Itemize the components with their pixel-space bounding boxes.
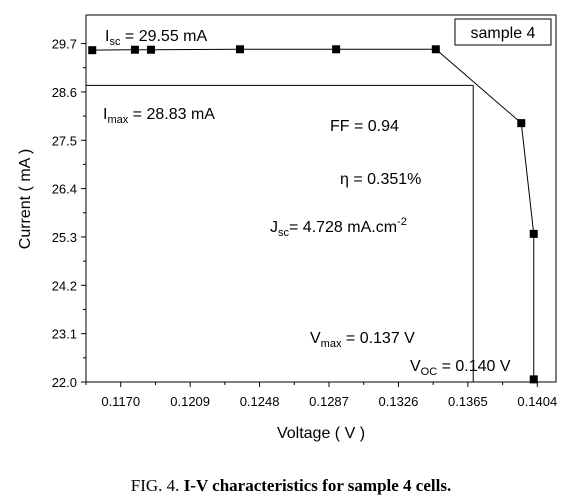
x-tick-label: 0.1209 — [170, 394, 210, 409]
x-axis-ticks: 0.1170 0.1209 0.1248 0.1287 0.1326 0.1365 0.14… — [85, 382, 557, 409]
x-tick-label: 0.1365 — [448, 394, 488, 409]
figure-caption: FIG. 4. I-V characteristics for sample 4… — [0, 476, 582, 496]
x-tick-label: 0.1170 — [101, 394, 140, 409]
x-tick-label: 0.1404 — [517, 394, 557, 409]
x-tick-label: 0.1248 — [240, 394, 280, 409]
data-point — [529, 375, 538, 384]
legend: sample 4 — [454, 18, 552, 46]
efficiency-annotation: η = 0.351% — [340, 171, 421, 188]
max-power-rectangle — [86, 84, 474, 382]
y-tick-label: 27.5 — [52, 133, 77, 148]
y-tick-label: 23.1 — [52, 327, 77, 342]
y-tick-label: 24.2 — [52, 278, 77, 293]
y-tick-label: 25.3 — [52, 230, 77, 245]
voc-annotation: VOC = 0.140 V — [410, 358, 511, 378]
isc-annotation: Isc = 29.55 mA — [105, 28, 208, 48]
caption-title: I-V characteristics for sample 4 cells. — [183, 476, 452, 495]
data-point — [146, 45, 155, 54]
plot-frame — [85, 14, 557, 383]
y-tick-label: 26.4 — [52, 182, 77, 197]
data-point — [431, 45, 440, 54]
iv-chart: 0.1170 0.1209 0.1248 0.1287 0.1326 0.1365 0.14… — [17, 14, 557, 442]
y-axis-ticks: 22.0 23.1 24.2 25.3 26.4 27.5 28.6 29.7 — [52, 37, 86, 390]
x-tick-label: 0.1326 — [379, 394, 419, 409]
y-tick-label: 28.6 — [52, 85, 77, 100]
data-point — [130, 45, 139, 54]
legend-label: sample 4 — [471, 25, 536, 42]
data-point — [332, 45, 341, 54]
data-point — [529, 229, 538, 238]
data-point — [235, 45, 244, 54]
series-sample-4 — [88, 45, 538, 384]
jsc-annotation: Jsc= 4.728 mA.cm-2 — [270, 216, 407, 239]
vmax-annotation: Vmax = 0.137 V — [310, 330, 415, 350]
ff-annotation: FF = 0.94 — [330, 118, 399, 135]
legend-box — [454, 18, 552, 46]
y-tick-label: 22.0 — [52, 375, 77, 390]
y-tick-label: 29.7 — [52, 37, 77, 52]
y-axis-title: Current ( mA ) — [17, 149, 34, 249]
caption-prefix: FIG. 4. — [130, 476, 184, 495]
data-point — [517, 119, 526, 128]
x-tick-label: 0.1287 — [309, 394, 349, 409]
imax-annotation: Imax = 28.83 mA — [103, 106, 215, 126]
x-axis-title: Voltage ( V ) — [277, 425, 365, 442]
data-point — [88, 46, 97, 55]
